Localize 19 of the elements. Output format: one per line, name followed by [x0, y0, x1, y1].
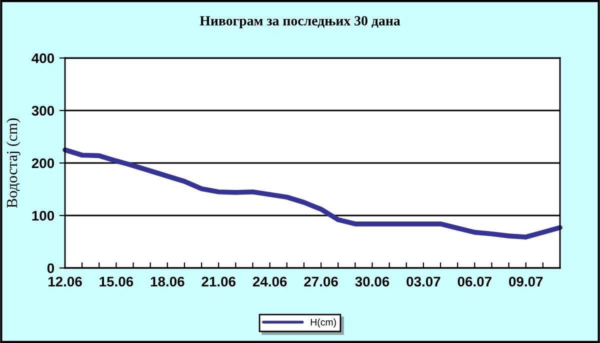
y-tick-label: 200 — [32, 158, 54, 168]
x-tick-label: 18.06 — [150, 276, 184, 287]
x-tick-label: 09.07 — [509, 276, 543, 287]
x-tick-label: 03.07 — [406, 276, 440, 287]
x-tick-label: 12.06 — [48, 276, 82, 287]
x-tick-label: 15.06 — [100, 276, 134, 287]
y-tick-label: 300 — [32, 106, 54, 116]
y-tick-label: 0 — [47, 263, 54, 274]
x-tick-label: 30.06 — [355, 276, 390, 287]
y-tick-label: 100 — [32, 210, 54, 221]
x-tick-label: 24.06 — [252, 276, 287, 287]
y-tick-label: 400 — [32, 53, 54, 64]
x-tick-label: 06.07 — [458, 276, 492, 287]
line-series — [62, 147, 562, 240]
y-axis-title: Водостај (cm) — [6, 118, 20, 208]
legend-label: H(cm) — [310, 318, 336, 328]
x-tick-label: 27.06 — [304, 276, 338, 287]
chart-title: Нивограм за последњих 30 дана — [200, 16, 400, 28]
x-tick-label: 21.06 — [202, 276, 236, 287]
